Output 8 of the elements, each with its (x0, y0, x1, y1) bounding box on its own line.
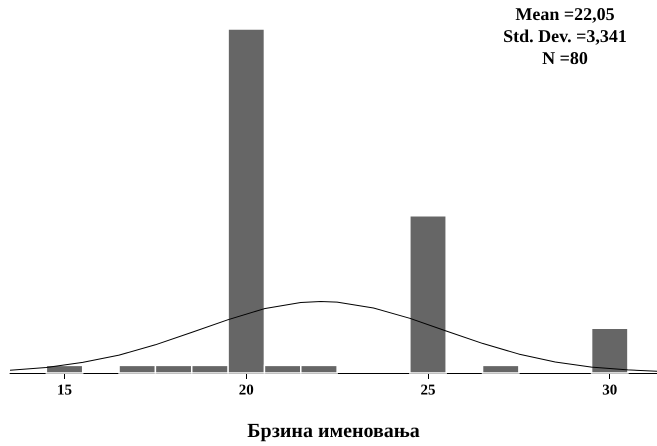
x-tick-label: 15 (57, 382, 72, 398)
text: Mean =22,05 (515, 4, 615, 24)
annotation: N =80 (542, 48, 588, 68)
x-axis-title: Брзина именовања (247, 420, 420, 442)
x-tick-label: 20 (238, 382, 254, 398)
x-tick-label: 30 (602, 382, 618, 398)
x-tick-label: 25 (420, 382, 436, 398)
annotation: Std. Dev. =3,341 (503, 26, 627, 46)
